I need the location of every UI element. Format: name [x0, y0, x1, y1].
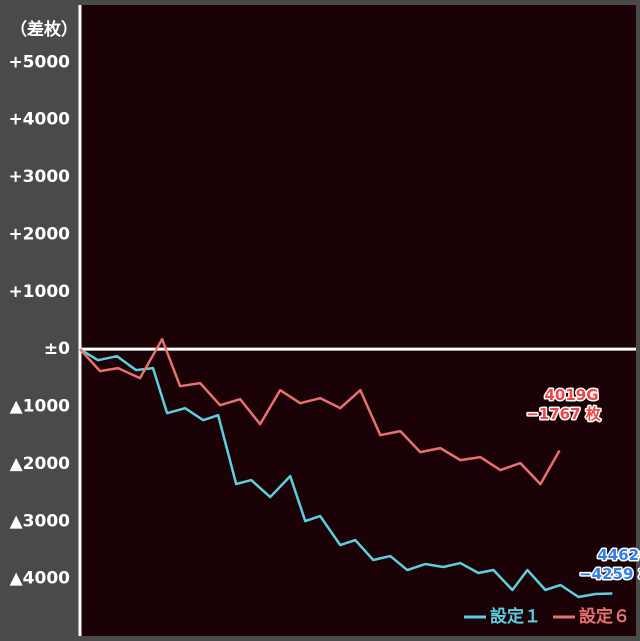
plot-area — [80, 5, 636, 636]
y-tick-label: +1000 — [8, 282, 70, 302]
end-label: −1767 枚 — [526, 405, 602, 423]
y-tick-label: +5000 — [8, 52, 70, 72]
y-tick-label: +4000 — [8, 110, 70, 130]
y-axis-label: （差枚） — [10, 19, 78, 40]
series-line — [79, 348, 613, 599]
legend-label: 設定６ — [579, 606, 630, 627]
end-label: 4462G — [597, 546, 640, 564]
y-tick-label: ▲4000 — [10, 569, 71, 589]
y-tick-label: ▲3000 — [10, 511, 71, 531]
y-tick-label: ▲1000 — [10, 397, 71, 417]
series-line — [79, 337, 561, 486]
end-label: 4019G — [544, 386, 598, 404]
y-tick-label: ▲2000 — [10, 454, 71, 474]
end-label: −4259 枚 — [579, 565, 640, 583]
y-tick-label: +3000 — [8, 167, 70, 187]
y-tick-label: +2000 — [8, 224, 70, 244]
legend-label: 設定１ — [490, 606, 541, 627]
y-tick-label: ±0 — [44, 339, 70, 359]
